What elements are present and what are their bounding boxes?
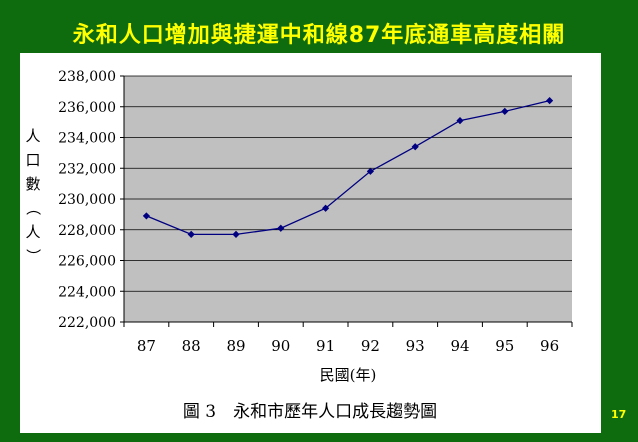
y-tick-label: 234,000 bbox=[58, 131, 116, 147]
data-point bbox=[546, 97, 554, 105]
x-tick-label: 90 bbox=[271, 337, 290, 355]
page-number: 17 bbox=[611, 408, 627, 421]
x-tick-label: 96 bbox=[540, 337, 559, 355]
data-point bbox=[277, 224, 285, 232]
x-tick-label: 95 bbox=[495, 337, 514, 355]
svg-text:（: （ bbox=[24, 200, 42, 215]
x-tick-label: 87 bbox=[137, 337, 156, 355]
y-tick-label: 224,000 bbox=[58, 284, 116, 300]
y-tick-label: 230,000 bbox=[58, 192, 116, 208]
x-tick-label: 89 bbox=[226, 337, 245, 355]
population-line-chart: 222,000 224,000 226,000 228,000 230,000 232,0… bbox=[24, 69, 573, 422]
y-tick-label: 222,000 bbox=[58, 315, 116, 331]
x-axis-label: 民國(年) bbox=[320, 366, 377, 384]
data-point bbox=[142, 212, 150, 220]
svg-text:人: 人 bbox=[25, 127, 40, 145]
y-axis-label: 人口數（人） bbox=[24, 127, 42, 264]
data-point bbox=[366, 167, 374, 175]
svg-text:人: 人 bbox=[25, 223, 40, 241]
x-tick-label: 92 bbox=[361, 337, 380, 355]
data-point bbox=[187, 230, 195, 238]
series-line bbox=[146, 99, 550, 236]
y-tick-label: 232,000 bbox=[58, 161, 116, 177]
x-tick-label: 94 bbox=[450, 337, 469, 355]
svg-text:數: 數 bbox=[25, 175, 40, 193]
data-point bbox=[232, 230, 240, 238]
data-point bbox=[322, 204, 330, 212]
figure-caption: 圖 3 永和市歷年人口成長趨勢圖 bbox=[183, 402, 437, 422]
data-point bbox=[411, 143, 419, 151]
svg-text:口: 口 bbox=[25, 151, 40, 169]
y-tick-label: 226,000 bbox=[58, 254, 116, 270]
data-point bbox=[501, 107, 509, 115]
x-tick-label: 88 bbox=[182, 337, 201, 355]
chart-panel: 222,000 224,000 226,000 228,000 230,000 232,0… bbox=[20, 53, 601, 433]
y-tick-label: 236,000 bbox=[58, 100, 116, 116]
y-tick-label: 238,000 bbox=[58, 69, 116, 85]
slide-title: 永和人口增加與捷運中和線87年底通車高度相關 bbox=[72, 23, 566, 48]
x-tick-label: 93 bbox=[406, 337, 425, 355]
data-point bbox=[456, 116, 464, 125]
x-tick-label: 91 bbox=[316, 337, 335, 355]
svg-text:）: ） bbox=[24, 248, 42, 263]
y-tick-label: 228,000 bbox=[58, 223, 116, 239]
